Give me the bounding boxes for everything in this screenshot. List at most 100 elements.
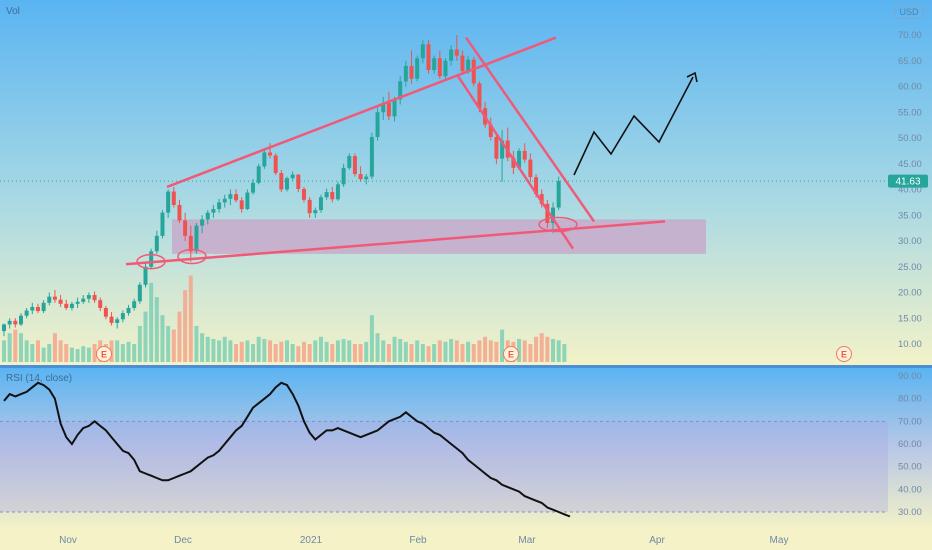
volume-bar [143,311,148,362]
candle-body [160,212,165,236]
candle [126,304,131,316]
candle-body [58,299,63,304]
volume-bar [18,333,23,362]
volume-bar [268,340,273,362]
volume-bar [183,290,188,362]
candle [92,291,97,303]
candle [115,317,120,329]
support-trendline[interactable] [125,220,666,266]
volume-bar [245,340,250,362]
price-tick-label: 70.00 [898,30,922,41]
candle [69,301,74,311]
candle [415,55,420,82]
candle [58,295,63,307]
volume-bar [211,338,216,362]
candle-body [268,152,273,156]
candle [103,305,108,320]
rsi-tick-label: 60.00 [898,439,922,450]
rsi-tick-label: 80.00 [898,394,922,405]
candle [364,174,369,185]
candle-body [211,209,216,213]
candle-body [285,178,289,190]
earnings-marker[interactable]: E [503,346,519,362]
candle [64,299,69,311]
candle-body [341,167,346,185]
candle [488,117,493,141]
volume-bar [415,340,420,362]
rsi-band [0,421,888,512]
volume-bar [239,341,244,362]
candle [154,230,159,254]
candle-body [369,136,374,177]
channel-upper-line[interactable] [464,36,596,223]
candle-body [251,182,256,193]
highlight-circle[interactable] [538,216,578,233]
currency-badge[interactable]: USD [894,4,924,19]
channel-lower-line[interactable] [456,75,575,250]
candle [471,56,476,87]
volume-bar [115,340,120,362]
candle [166,189,171,218]
volume-bar [251,344,256,362]
highlight-circle[interactable] [136,253,166,270]
candle [545,199,550,229]
pane-separator[interactable] [0,365,932,368]
price-tick-label: 30.00 [898,236,922,247]
candle-body [177,204,182,221]
candle-body [415,58,420,79]
candle-body [132,301,137,308]
last-price-label: 41.63 [895,177,920,188]
resistance-trendline[interactable] [166,36,557,189]
candle-body [471,59,476,84]
candle [528,153,533,182]
candle-body [545,203,550,223]
volume-bar [449,338,454,362]
volume-bar [256,336,261,362]
candle-body [443,60,448,77]
trend-drawings[interactable] [125,36,698,270]
candle-body [183,220,188,236]
volume-bar [454,340,459,362]
rsi-axis[interactable]: 90.00 80.00 70.00 60.00 50.00 40.00 30.00 [898,371,922,518]
time-tick-label: Nov [59,535,77,546]
price-tick-label: 65.00 [898,56,922,67]
volume-bar [2,340,6,362]
volume-bar [137,326,142,362]
time-tick-label: Dec [174,535,192,546]
candle [449,45,454,66]
candle [149,248,154,270]
price-tick-label: 20.00 [898,288,922,299]
volume-bars [2,275,567,362]
volume-bar [358,344,363,362]
volume-bar [551,338,556,362]
candle-body [239,200,244,210]
projection-path[interactable] [573,76,694,176]
candle [75,297,80,308]
candle-body [409,65,414,79]
candle-body [64,303,69,308]
volume-bar [160,315,165,362]
candle [234,189,239,203]
price-tick-label: 55.00 [898,107,922,118]
candlestick-series [2,35,561,337]
price-tick-label: 35.00 [898,210,922,221]
highlight-circle[interactable] [177,248,207,265]
candle [217,198,222,213]
candle [222,194,227,208]
earnings-marker[interactable]: E [96,346,112,362]
candle-body [171,191,176,205]
candle [81,295,86,304]
volume-bar [234,344,239,362]
volume-bar [290,344,295,362]
candle-body [126,307,131,314]
volume-bar [41,347,46,362]
candle-body [109,316,114,323]
candle [279,169,284,193]
earnings-marker[interactable]: E [836,346,852,362]
volume-bar [443,341,448,362]
volume-bar [120,344,125,362]
candle-body [103,307,108,317]
time-axis[interactable]: Nov Dec 2021 Feb Mar Apr May [59,535,788,546]
price-axis[interactable]: 70.00 65.00 60.00 55.00 50.00 45.00 40.00 35.00… [898,30,922,350]
